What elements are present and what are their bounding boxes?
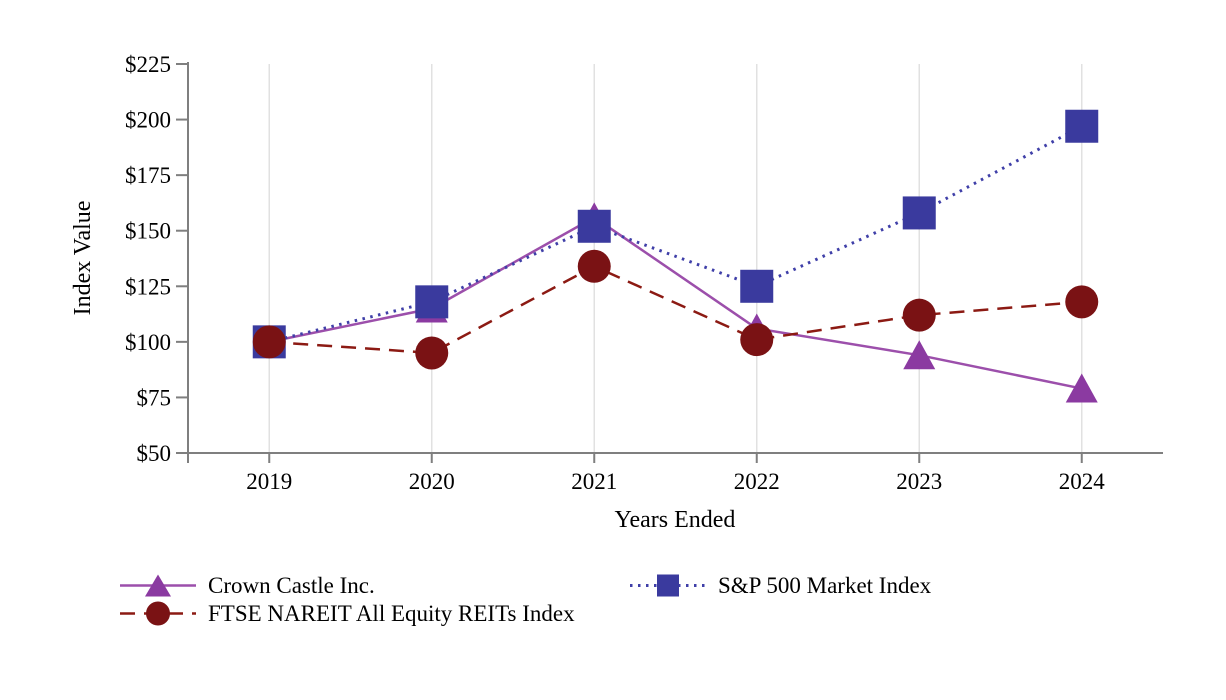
chart-canvas: $225$200$175$150$125$100$75$50 2019 2020 2…	[70, 52, 1163, 533]
data-point-2020	[415, 285, 449, 319]
y-tick-label: $225	[125, 52, 171, 77]
data-point-2019	[252, 325, 286, 359]
data-point-2020	[415, 336, 449, 370]
data-point-2024	[1065, 285, 1099, 319]
y-axis-ticks: $225 $200 $175 $150 $125 $100 $75 $50	[125, 52, 188, 466]
data-point-2023	[902, 298, 936, 332]
legend-label-sp500: S&P 500 Market Index	[718, 572, 932, 598]
x-tick-label: 2024	[1059, 469, 1106, 494]
data-point-2024	[1065, 373, 1098, 403]
series-line	[268, 215, 1083, 390]
chart-legend: Crown Castle Inc. S&P 500 Market Index F…	[120, 572, 931, 627]
x-axis-title: Years Ended	[615, 507, 736, 533]
square-icon	[657, 574, 679, 597]
y-tick-label: $50	[137, 441, 172, 466]
y-tick-label: $200	[125, 108, 171, 133]
x-tick-label: 2020	[409, 469, 455, 494]
series-ftse-nareit-all-equity-reits-index	[252, 249, 1099, 370]
circle-icon	[146, 601, 170, 626]
data-point-2022	[740, 269, 774, 303]
x-axis-ticks: 2019 2020 2021 2022 2023 2024	[187, 453, 1106, 494]
sp500-line-square-swatch	[630, 574, 706, 597]
y-axis-title: Index Value	[70, 201, 96, 316]
axes	[187, 62, 1163, 454]
y-tick-label: $175	[125, 163, 171, 188]
triangle-icon	[145, 574, 171, 597]
series-s-p-500-market-index	[252, 109, 1099, 359]
x-tick-label: 2021	[571, 469, 617, 494]
x-tick-label: 2022	[734, 469, 780, 494]
crown-castle-line-triangle-swatch	[120, 574, 196, 597]
series-line	[268, 124, 1083, 344]
legend-label-crown-castle: Crown Castle Inc.	[208, 572, 375, 598]
data-point-2022	[740, 323, 774, 357]
y-tick-label: $75	[137, 385, 172, 410]
x-tick-label: 2019	[246, 469, 292, 494]
data-series	[252, 109, 1099, 403]
vertical-gridlines	[268, 64, 1083, 453]
ftse-nareit-line-circle-swatch	[120, 601, 196, 626]
x-tick-label: 2023	[896, 469, 942, 494]
y-tick-label: $100	[125, 330, 171, 355]
y-tick-label: $150	[125, 219, 171, 244]
data-point-2023	[903, 340, 936, 370]
legend-item-crown-castle: Crown Castle Inc.	[120, 572, 630, 599]
y-tick-label: $125	[125, 274, 171, 299]
data-point-2021	[577, 249, 611, 283]
legend-label-ftse-nareit: FTSE NAREIT All Equity REITs Index	[208, 600, 575, 626]
legend-item-ftse-nareit: FTSE NAREIT All Equity REITs Index	[120, 600, 630, 627]
data-point-2024	[1065, 109, 1099, 143]
data-point-2023	[902, 196, 936, 230]
data-point-2021	[577, 209, 611, 243]
legend-item-sp500: S&P 500 Market Index	[630, 572, 931, 599]
series-line	[269, 264, 1082, 355]
